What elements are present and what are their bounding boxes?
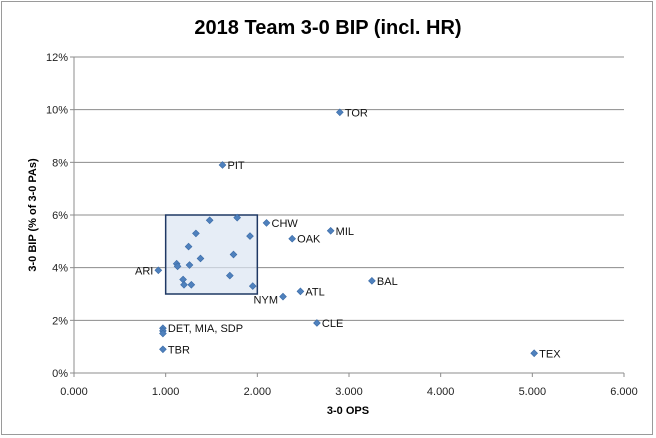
y-tick-label: 2% <box>52 315 68 327</box>
data-point <box>159 345 167 354</box>
data-point <box>154 266 163 275</box>
point-label: CLE <box>322 318 343 330</box>
y-tick-label: 4% <box>52 263 68 275</box>
data-point <box>196 254 205 263</box>
x-tick-label: 4.000 <box>427 386 455 398</box>
x-tick-label: 1.000 <box>152 386 180 398</box>
y-tick-label: 0% <box>52 368 68 380</box>
point-label: DET, MIA, SDP <box>168 323 243 335</box>
data-points <box>154 108 538 358</box>
point-label: PIT <box>228 160 245 172</box>
data-point <box>279 292 287 301</box>
data-point <box>313 319 321 327</box>
data-point <box>159 329 167 338</box>
data-point <box>326 226 335 235</box>
data-point <box>187 280 196 289</box>
data-point <box>248 282 257 290</box>
x-tick-label: 2.000 <box>244 386 272 398</box>
point-label: TEX <box>539 348 561 360</box>
highlight-rect <box>164 214 259 295</box>
y-axis-title: 3-0 BIP (% of 3-0 PAs) <box>27 158 39 272</box>
point-label: BAL <box>377 276 398 288</box>
data-point <box>226 271 234 280</box>
x-tick-label: 3.000 <box>335 386 363 398</box>
gridlines <box>74 56 624 374</box>
point-label: TOR <box>345 107 368 119</box>
point-label: CHW <box>272 218 299 230</box>
chart-title: 2018 Team 3-0 BIP (incl. HR) <box>194 17 461 39</box>
point-label: ARI <box>135 265 153 277</box>
data-point <box>246 232 254 240</box>
point-label: ATL <box>305 286 324 298</box>
y-tick-label: 8% <box>52 157 68 169</box>
data-point <box>262 219 271 227</box>
x-tick-label: 5.000 <box>519 386 547 398</box>
data-point <box>184 242 193 251</box>
x-axis-title: 3-0 OPS <box>327 405 369 417</box>
data-point <box>530 349 538 358</box>
point-label: TBR <box>168 344 190 356</box>
y-tick-label: 6% <box>52 210 68 222</box>
data-point <box>218 161 227 169</box>
data-point <box>296 287 305 296</box>
x-tick-label: 6.000 <box>610 386 638 398</box>
data-point <box>173 262 182 271</box>
data-point <box>229 250 238 259</box>
data-point <box>192 229 200 238</box>
data-point <box>368 277 376 285</box>
y-tick-label: 12% <box>46 52 68 64</box>
y-tick-label: 10% <box>46 105 68 117</box>
data-point <box>205 216 214 225</box>
x-tick-label: 0.000 <box>60 386 88 398</box>
point-labels: TOR PIT CHW MIL OAK ARI BAL ATL NYM CLE DET, MIA, … <box>135 107 561 360</box>
data-point <box>180 280 188 289</box>
data-point <box>185 261 194 269</box>
x-tick-labels: 0.000 1.000 2.000 3.000 4.000 5.000 6.000 <box>60 386 638 398</box>
y-tick-labels: 0% 2% 4% 6% 8% 10% 12% <box>46 52 68 380</box>
data-point <box>288 234 296 243</box>
data-point <box>336 108 344 117</box>
axes <box>70 56 625 377</box>
point-label: NYM <box>254 295 278 307</box>
point-label: OAK <box>297 234 321 246</box>
data-point <box>233 213 241 222</box>
highlight-box <box>164 214 259 295</box>
point-label: MIL <box>336 226 354 238</box>
